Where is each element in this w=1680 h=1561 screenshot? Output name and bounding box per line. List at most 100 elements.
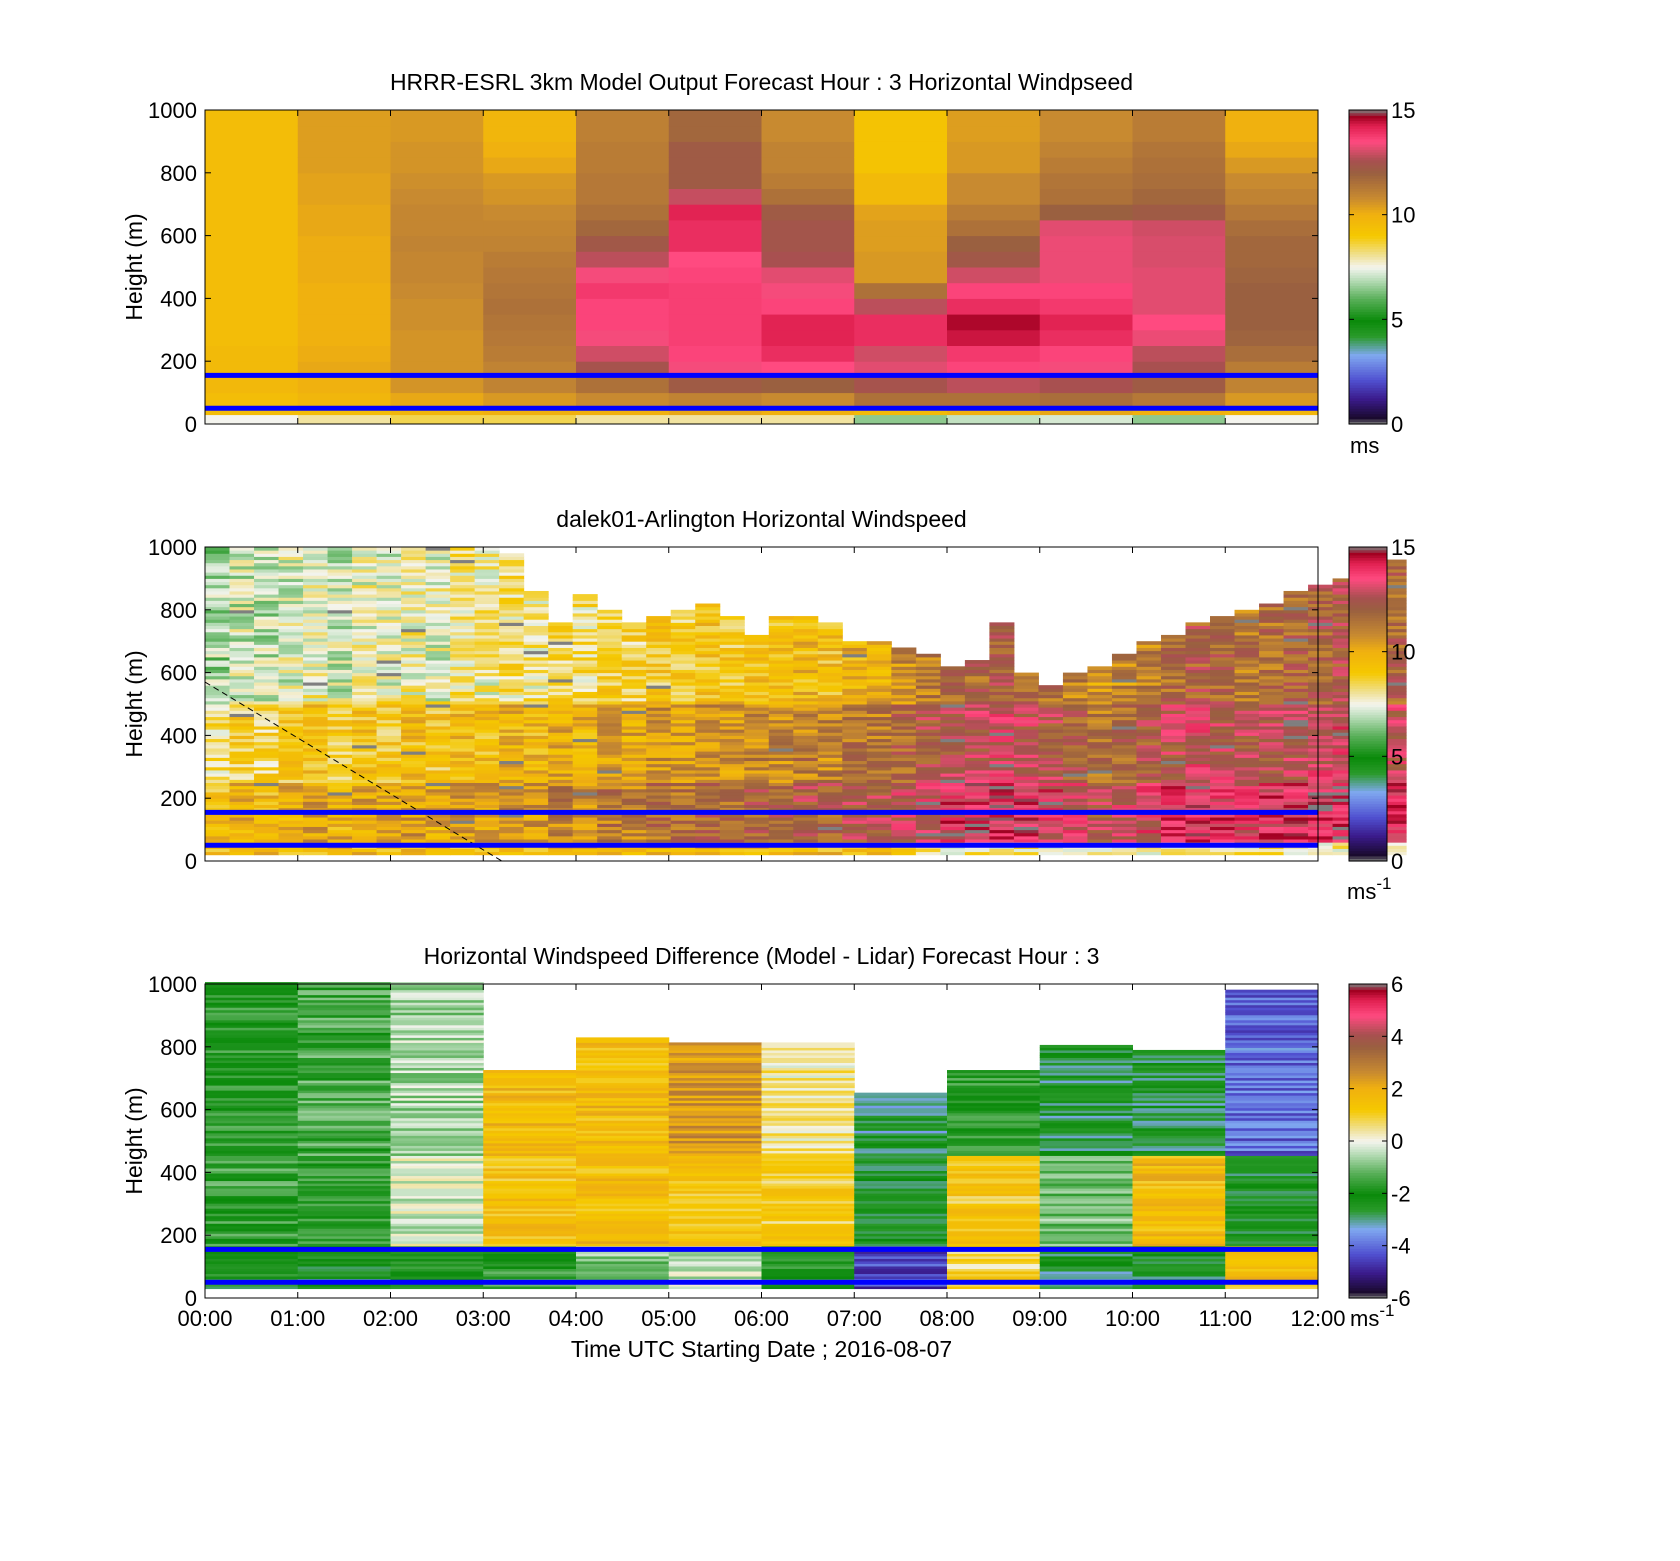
heatmap-cell — [205, 1095, 299, 1099]
heatmap-cell — [254, 782, 280, 787]
heatmap-cell — [940, 829, 966, 834]
colorbar-segment — [1349, 641, 1387, 645]
heatmap-cell — [327, 813, 353, 818]
heatmap-cell — [278, 669, 304, 674]
heatmap-cell — [761, 329, 855, 346]
heatmap-cell — [352, 791, 378, 796]
heatmap-cell — [278, 682, 304, 686]
heatmap-cell — [817, 700, 843, 705]
heatmap-cell — [1111, 782, 1137, 787]
colorbar-segment — [1349, 358, 1387, 362]
heatmap-cell — [597, 650, 623, 655]
heatmap-cell — [597, 653, 623, 658]
heatmap-cell — [695, 732, 721, 736]
heatmap-cell — [390, 1047, 484, 1051]
heatmap-cell — [229, 590, 255, 595]
heatmap-cell — [297, 1235, 391, 1239]
heatmap-cell — [523, 619, 549, 623]
heatmap-cell — [1283, 688, 1309, 692]
heatmap-cell — [1308, 754, 1334, 758]
heatmap-cell — [1185, 713, 1211, 718]
heatmap-cell — [744, 817, 770, 821]
heatmap-cell — [303, 710, 329, 714]
heatmap-cell — [915, 685, 941, 689]
colorbar-segment — [1349, 787, 1387, 791]
heatmap-cell — [940, 722, 966, 727]
heatmap-cell — [425, 741, 451, 746]
heatmap-cell — [205, 603, 231, 608]
heatmap-cell — [989, 766, 1015, 771]
heatmap-cell — [621, 820, 647, 824]
heatmap-cell — [390, 1283, 484, 1287]
heatmap-cell — [915, 760, 941, 765]
heatmap-cell — [327, 773, 353, 777]
heatmap-cell — [376, 754, 402, 758]
heatmap-cell — [1185, 685, 1211, 689]
heatmap-cell — [1225, 408, 1319, 416]
heatmap-cell — [646, 672, 672, 677]
heatmap-cell — [1185, 791, 1211, 796]
heatmap-cell — [390, 1230, 484, 1234]
heatmap-cell — [842, 776, 868, 780]
heatmap-cell — [842, 779, 868, 783]
heatmap-cell — [401, 725, 427, 730]
heatmap-cell — [768, 795, 794, 799]
heatmap-cell — [303, 823, 329, 827]
heatmap-cell — [793, 631, 819, 636]
heatmap-cell — [229, 719, 255, 724]
heatmap-cell — [297, 1024, 391, 1028]
heatmap-cell — [621, 760, 647, 765]
heatmap-cell — [597, 747, 623, 752]
heatmap-cell — [499, 650, 525, 655]
heatmap-cell — [229, 616, 255, 620]
heatmap-cell — [695, 826, 721, 831]
colorbar-segment — [1349, 557, 1387, 561]
heatmap-cell — [768, 694, 794, 699]
heatmap-cell — [1039, 414, 1133, 425]
heatmap-cell — [254, 612, 280, 617]
heatmap-cell — [793, 788, 819, 793]
heatmap-cell — [254, 587, 280, 592]
heatmap-cell — [1234, 710, 1260, 714]
heatmap-cell — [278, 725, 304, 730]
heatmap-cell — [1259, 851, 1285, 856]
heatmap-cell — [390, 1210, 484, 1214]
heatmap-cell — [670, 647, 696, 652]
heatmap-cell — [483, 1147, 577, 1151]
colorbar-segment — [1349, 308, 1387, 313]
heatmap-cell — [390, 329, 484, 346]
heatmap-cell — [744, 826, 770, 831]
heatmap-cell — [376, 769, 402, 774]
heatmap-cell — [1185, 650, 1211, 655]
y-tick-label: 200 — [160, 349, 197, 374]
heatmap-cell — [744, 634, 770, 639]
heatmap-cell — [793, 616, 819, 620]
heatmap-cell — [205, 1190, 299, 1194]
heatmap-cell — [576, 251, 670, 268]
heatmap-cell — [695, 813, 721, 818]
heatmap-cell — [1210, 641, 1236, 645]
heatmap-cell — [278, 769, 304, 774]
heatmap-cell — [548, 647, 574, 652]
heatmap-cell — [1308, 798, 1334, 802]
heatmap-cell — [352, 663, 378, 667]
heatmap-cell — [483, 1183, 577, 1187]
heatmap-cell — [597, 732, 623, 736]
heatmap-cell — [621, 766, 647, 771]
heatmap-cell — [915, 666, 941, 670]
heatmap-cell — [576, 329, 670, 346]
heatmap-cell — [866, 826, 892, 831]
heatmap-cell — [390, 157, 484, 174]
heatmap-cell — [695, 685, 721, 689]
heatmap-cell — [1332, 653, 1358, 658]
heatmap-cell — [1381, 779, 1407, 783]
heatmap-cell — [915, 785, 941, 790]
heatmap-cell — [646, 832, 672, 837]
heatmap-cell — [425, 747, 451, 752]
heatmap-cell — [499, 678, 525, 683]
heatmap-cell — [205, 807, 231, 812]
colorbar-segment — [1349, 342, 1387, 347]
heatmap-cell — [205, 719, 231, 724]
heatmap-cell — [474, 804, 500, 809]
heatmap-cell — [597, 663, 623, 667]
